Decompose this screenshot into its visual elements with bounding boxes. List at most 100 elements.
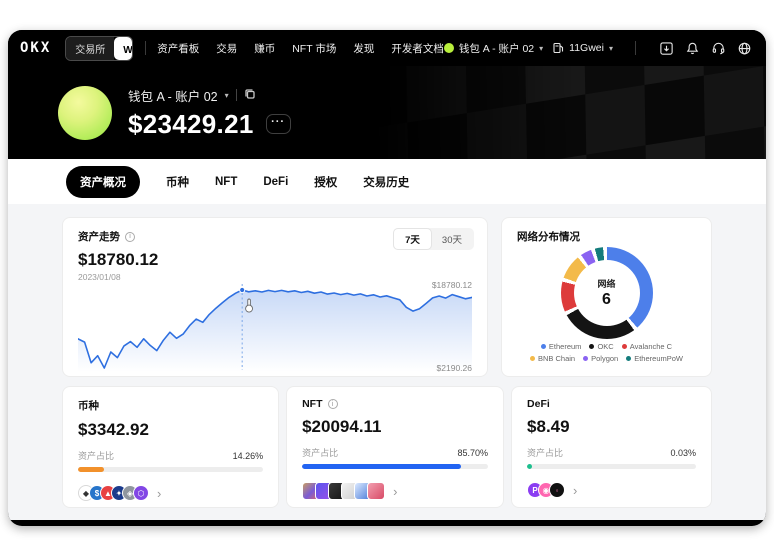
hand-cursor-icon — [245, 298, 253, 313]
nav-link-2[interactable]: 赚币 — [254, 42, 276, 55]
notifications-button[interactable] — [684, 40, 700, 56]
legend-item-avalanche-c: Avalanche C — [621, 342, 673, 351]
nav-link-0[interactable]: 资产看板 — [157, 42, 200, 55]
trend-current-value: $18780.12 — [78, 250, 159, 269]
divider — [235, 89, 237, 101]
dashboard-content: 资产走势 i 7天 30天 $18780.12 2023/01/08 — [8, 204, 766, 520]
asset-icons-strip: › — [302, 482, 488, 500]
info-icon[interactable]: i — [327, 399, 338, 409]
wallet-name[interactable]: 钱包 A - 账户 02 — [128, 89, 218, 104]
donut-center: 网络 6 — [573, 260, 640, 326]
tab-5[interactable]: 交易历史 — [363, 176, 410, 189]
wallet-summary: 钱包 A - 账户 02 ▾ $23429.21 ··· — [128, 86, 291, 140]
expand-assets-chevron[interactable]: › — [157, 485, 162, 501]
trend-date: 2023/01/08 — [78, 272, 121, 282]
chart-max-label: $18780.12 — [431, 280, 472, 290]
legend-dot — [583, 356, 589, 361]
asset-trend-card: 资产走势 i 7天 30天 $18780.12 2023/01/08 — [62, 217, 488, 377]
info-icon[interactable]: i — [125, 231, 135, 242]
range-7d-button[interactable]: 7天 — [394, 229, 431, 249]
legend-item-okc: OKC — [589, 342, 614, 351]
chart-min-label: $2190.26 — [436, 363, 472, 373]
tab-1[interactable]: 币种 — [166, 176, 189, 189]
legend-item-ethereumpow: EthereumPoW — [626, 354, 683, 363]
network-donut-chart: 网络 6 — [560, 247, 653, 339]
legend-label: Polygon — [591, 354, 619, 363]
asset-icons-strip: P ◉ ◦ › — [527, 482, 696, 498]
gas-value: 11Gwei — [569, 42, 604, 54]
toggle-exchange[interactable]: 交易所 — [66, 36, 115, 60]
ratio-progress-fill — [302, 464, 462, 469]
total-balance: $23429.21 — [128, 108, 254, 139]
checkerboard-background — [347, 66, 766, 159]
chevron-down-icon: ▾ — [539, 43, 544, 53]
summary-card-title: NFT — [302, 398, 323, 410]
app-window: OKX 交易所 Web3钱包 资产看板 交易 赚币 NFT 市场 发现 开发者文档 钱包 … — [8, 30, 766, 526]
ratio-percent: 85.70% — [457, 447, 489, 458]
expand-assets-chevron[interactable]: › — [393, 483, 398, 499]
tab-4[interactable]: 授权 — [314, 176, 338, 189]
legend-item-polygon: Polygon — [583, 354, 618, 363]
trend-line-chart[interactable]: $18780.12 $2190.26 — [78, 280, 472, 373]
legend-item-ethereum: Ethereum — [540, 342, 582, 351]
more-actions-button[interactable]: ··· — [265, 114, 291, 134]
globe-icon — [738, 42, 750, 54]
donut-center-value: 6 — [602, 291, 611, 308]
ratio-label: 资产占比 — [527, 448, 564, 458]
language-button[interactable] — [736, 40, 752, 56]
range-30d-button[interactable]: 30天 — [441, 235, 462, 246]
summary-card-defi: DeFi $8.49 资产占比 0.03% P ◉ ◦ › — [511, 386, 712, 508]
download-app-button[interactable] — [658, 40, 674, 56]
nav-divider — [144, 41, 146, 55]
ratio-label: 资产占比 — [302, 448, 339, 458]
legend-label: EthereumPoW — [634, 354, 683, 363]
okx-logo: OKX — [20, 40, 52, 56]
defi-protocol-3-icon: ◦ — [549, 482, 566, 498]
chart-area-fill — [78, 290, 472, 372]
wallet-avatar — [58, 85, 112, 140]
copy-icon — [244, 88, 255, 99]
headset-icon — [712, 42, 724, 54]
legend-dot — [589, 344, 595, 349]
wallet-selector-label: 钱包 A - 账户 02 — [458, 42, 535, 55]
donut-center-label: 网络 — [597, 279, 616, 289]
tab-0[interactable]: 资产概况 — [66, 165, 140, 198]
tab-2[interactable]: NFT — [215, 175, 238, 188]
legend-label: Avalanche C — [629, 342, 673, 351]
ratio-progress-track — [78, 467, 264, 472]
expand-assets-chevron[interactable]: › — [573, 482, 578, 498]
network-distribution-card: 网络分布情况 网络 6 Ethereum OKC Avalanche C BNB Ch… — [501, 217, 712, 377]
nav-link-1[interactable]: 交易 — [216, 42, 238, 55]
section-tabs: 资产概况 币种 NFT DeFi 授权 交易历史 — [8, 159, 766, 204]
asset-trend-title: 资产走势 — [78, 231, 120, 243]
polygon-token-icon: ⬡ — [133, 485, 149, 501]
chart-line — [78, 289, 472, 369]
summary-card-title: DeFi — [527, 398, 550, 410]
ratio-progress-track — [302, 464, 489, 469]
nav-link-4[interactable]: 发现 — [353, 42, 375, 55]
copy-address-button[interactable] — [244, 88, 256, 103]
chevron-down-icon[interactable]: ▾ — [224, 90, 229, 100]
range-toggle: 7天 30天 — [393, 228, 474, 250]
nav-link-3[interactable]: NFT 市场 — [292, 42, 337, 55]
ratio-progress-track — [527, 464, 696, 469]
chart-cursor-dot — [239, 286, 246, 294]
gas-pump-icon — [553, 42, 564, 54]
nav-divider — [635, 41, 636, 55]
summary-card-value: $20094.11 — [302, 417, 382, 436]
asset-icons-strip: ◆ $ ▲ ✦ ◈ ⬡ › — [78, 485, 263, 501]
network-card-title: 网络分布情况 — [517, 231, 580, 243]
trend-chart-svg — [78, 284, 472, 372]
support-button[interactable] — [710, 40, 726, 56]
ratio-label: 资产占比 — [78, 451, 115, 461]
nav-link-5[interactable]: 开发者文档 — [391, 42, 444, 55]
toggle-web3-wallet[interactable]: Web3钱包 — [114, 36, 132, 60]
tab-3[interactable]: DeFi — [263, 175, 289, 188]
wallet-selector[interactable]: 钱包 A - 账户 02 ▾ — [443, 41, 544, 56]
legend-label: Ethereum — [548, 342, 582, 351]
top-navbar: OKX 交易所 Web3钱包 资产看板 交易 赚币 NFT 市场 发现 开发者文档 钱包 … — [8, 30, 766, 66]
ratio-percent: 0.03% — [670, 447, 696, 458]
legend-item-bnb-chain: BNB Chain — [530, 354, 575, 363]
gas-indicator[interactable]: 11Gwei ▾ — [553, 42, 613, 54]
ratio-progress-fill — [78, 467, 105, 472]
